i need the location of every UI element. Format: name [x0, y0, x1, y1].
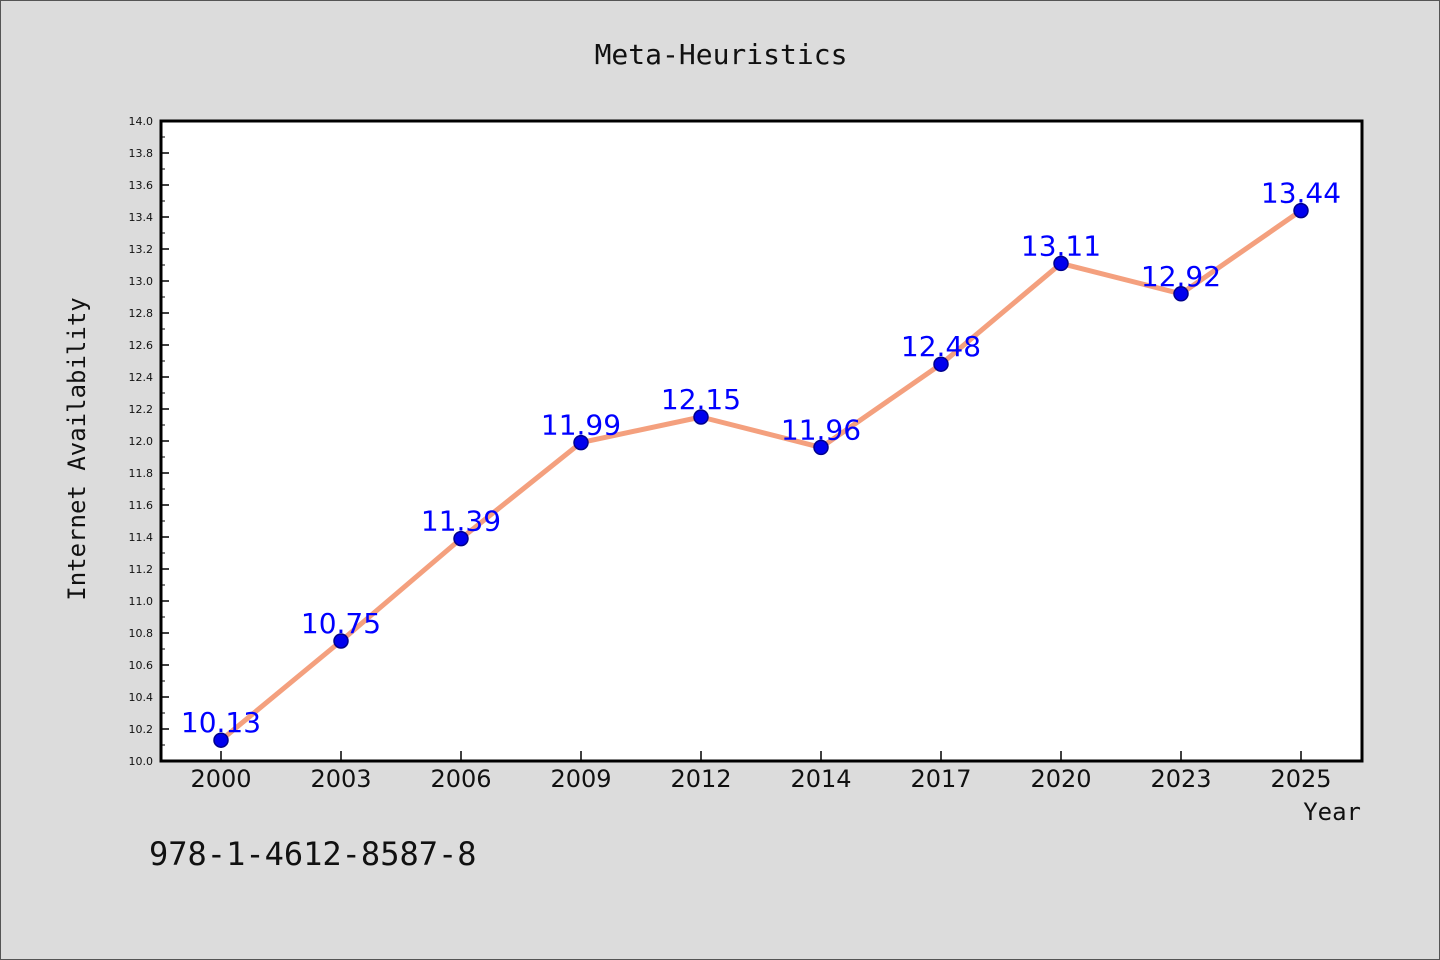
y-tick-label: 14.0 [129, 115, 154, 128]
y-tick-label: 13.6 [129, 179, 154, 192]
data-label: 12.15 [661, 383, 741, 416]
data-label: 13.44 [1261, 177, 1341, 210]
data-label: 11.99 [541, 409, 621, 442]
data-point [693, 409, 709, 425]
x-axis: 2000 2003 2006 2009 2012 2014 2017 2020 2023 2025 [190, 751, 1332, 793]
x-tick-label: 2009 [550, 765, 611, 793]
y-tick-label: 10.6 [129, 659, 154, 672]
y-tick-label: 13.2 [129, 243, 154, 256]
data-label: 10.75 [301, 607, 381, 640]
y-tick-label: 11.4 [129, 531, 154, 544]
y-tick-label: 10.0 [129, 755, 154, 768]
y-tick-label: 12.6 [129, 339, 154, 352]
data-point [213, 732, 229, 748]
data-point [1053, 255, 1069, 272]
y-axis-label: Internet Availability [63, 297, 91, 600]
data-point [813, 439, 829, 456]
y-tick-label: 13.4 [129, 211, 154, 224]
data-label: 11.96 [781, 413, 861, 446]
x-tick-label: 2000 [190, 765, 251, 793]
y-tick-label: 13.0 [129, 275, 154, 288]
y-tick-label: 12.4 [129, 371, 154, 384]
y-axis: 10.0 10.2 10.4 10.6 10.8 11.0 11.2 11.4 11.6 11.8… [129, 115, 169, 768]
x-axis-label: Year [1303, 798, 1361, 826]
data-point [1173, 286, 1189, 302]
series-layer: 10.13 10.75 11.39 11.99 12.15 11.96 12.48 13.11… [181, 177, 1341, 748]
y-tick-label: 12.2 [129, 403, 154, 416]
y-tick-label: 10.8 [129, 627, 154, 640]
y-tick-label: 12.8 [129, 307, 154, 320]
y-tick-label: 11.0 [129, 595, 154, 608]
y-tick-label: 11.8 [129, 467, 154, 480]
x-tick-label: 2003 [310, 765, 371, 793]
x-tick-label: 2023 [1150, 765, 1211, 793]
x-tick-label: 2012 [670, 765, 731, 793]
y-tick-label: 11.6 [129, 499, 154, 512]
data-label: 10.13 [181, 706, 261, 739]
data-label: 12.48 [901, 330, 981, 363]
x-tick-label: 2017 [910, 765, 971, 793]
data-point [573, 434, 589, 451]
data-point [333, 633, 349, 649]
data-label: 12.92 [1141, 260, 1221, 293]
data-label: 13.11 [1021, 229, 1101, 262]
data-label: 11.39 [421, 505, 501, 538]
y-tick-label: 10.4 [129, 691, 154, 704]
x-tick-label: 2014 [790, 765, 851, 793]
data-point [1293, 202, 1309, 219]
x-tick-label: 2006 [430, 765, 491, 793]
x-tick-label: 2025 [1270, 765, 1331, 793]
data-point [933, 356, 949, 372]
y-tick-label: 10.2 [129, 723, 154, 736]
y-tick-label: 11.2 [129, 563, 154, 576]
series-line [219, 208, 1303, 743]
x-tick-label: 2020 [1030, 765, 1091, 793]
footer-isbn: 978-1-4612-8587-8 [149, 835, 477, 873]
data-point [453, 530, 469, 547]
y-tick-label: 13.8 [129, 147, 154, 160]
plot-area [159, 119, 1364, 763]
y-tick-label: 12.0 [129, 435, 154, 448]
chart-title: Meta-Heuristics [595, 38, 848, 71]
